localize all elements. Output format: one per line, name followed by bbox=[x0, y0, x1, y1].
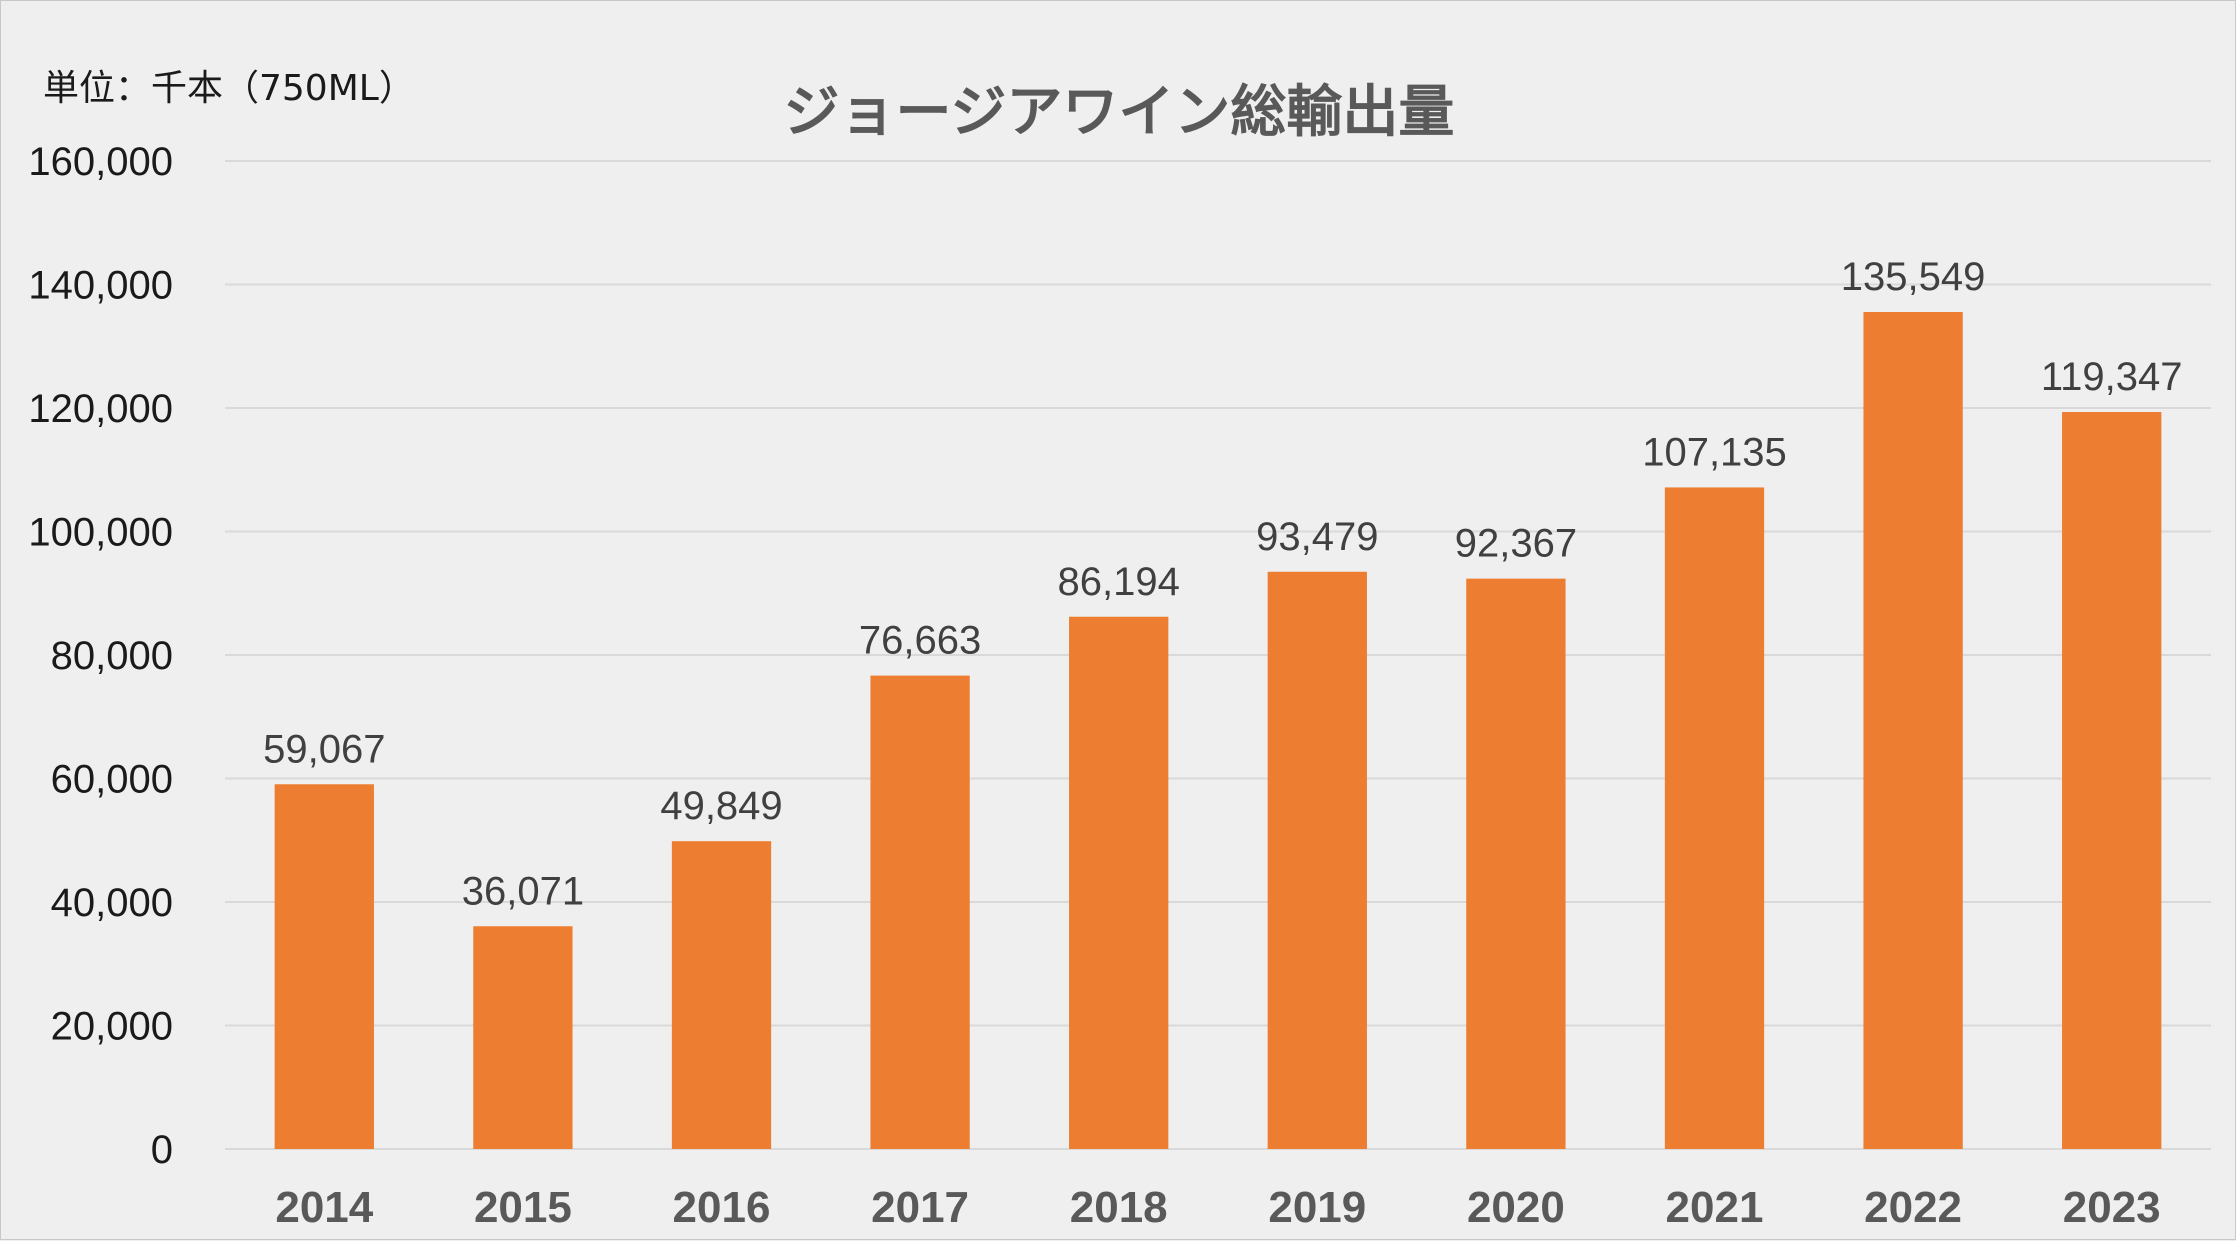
bar bbox=[1466, 578, 1566, 1149]
data-label: 86,194 bbox=[1058, 560, 1180, 604]
x-tick-label: 2019 bbox=[1268, 1183, 1366, 1232]
x-tick-label: 2014 bbox=[275, 1183, 373, 1232]
y-tick-label: 120,000 bbox=[28, 387, 173, 431]
data-label: 93,479 bbox=[1256, 515, 1378, 559]
data-label: 76,663 bbox=[859, 619, 981, 663]
chart-title: ジョージアワイン総輸出量 bbox=[783, 80, 1455, 145]
y-tick-label: 0 bbox=[151, 1128, 173, 1172]
data-label: 49,849 bbox=[660, 784, 782, 828]
x-tick-label: 2020 bbox=[1467, 1183, 1565, 1232]
bar bbox=[2062, 412, 2162, 1149]
y-tick-label: 40,000 bbox=[51, 881, 173, 925]
x-tick-label: 2017 bbox=[871, 1183, 969, 1232]
y-tick-label: 140,000 bbox=[28, 264, 173, 308]
data-label: 107,135 bbox=[1642, 430, 1787, 474]
x-tick-label: 2018 bbox=[1070, 1183, 1168, 1232]
data-label: 92,367 bbox=[1455, 522, 1577, 566]
bar bbox=[870, 675, 970, 1149]
data-label: 135,549 bbox=[1841, 255, 1986, 299]
y-tick-label: 20,000 bbox=[51, 1005, 173, 1049]
bar bbox=[1863, 311, 1963, 1149]
y-tick-label: 60,000 bbox=[51, 758, 173, 802]
data-label: 36,071 bbox=[462, 869, 584, 913]
bar bbox=[1069, 616, 1169, 1149]
y-tick-label: 100,000 bbox=[28, 511, 173, 555]
y-tick-label: 80,000 bbox=[51, 634, 173, 678]
y-tick-label: 160,000 bbox=[28, 140, 173, 184]
x-tick-label: 2021 bbox=[1666, 1183, 1764, 1232]
bar bbox=[671, 841, 772, 1149]
x-tick-label: 2015 bbox=[474, 1183, 572, 1232]
x-tick-label: 2016 bbox=[673, 1183, 771, 1232]
bar bbox=[274, 784, 374, 1149]
data-label: 59,067 bbox=[263, 727, 385, 771]
bar bbox=[1267, 571, 1367, 1149]
unit-label: 単位：千本（750ML） bbox=[43, 68, 415, 109]
x-tick-label: 2022 bbox=[1864, 1183, 1962, 1232]
data-label: 119,347 bbox=[2041, 355, 2183, 399]
bar bbox=[473, 926, 573, 1149]
bar bbox=[1664, 487, 1765, 1149]
x-tick-label: 2023 bbox=[2063, 1183, 2161, 1232]
